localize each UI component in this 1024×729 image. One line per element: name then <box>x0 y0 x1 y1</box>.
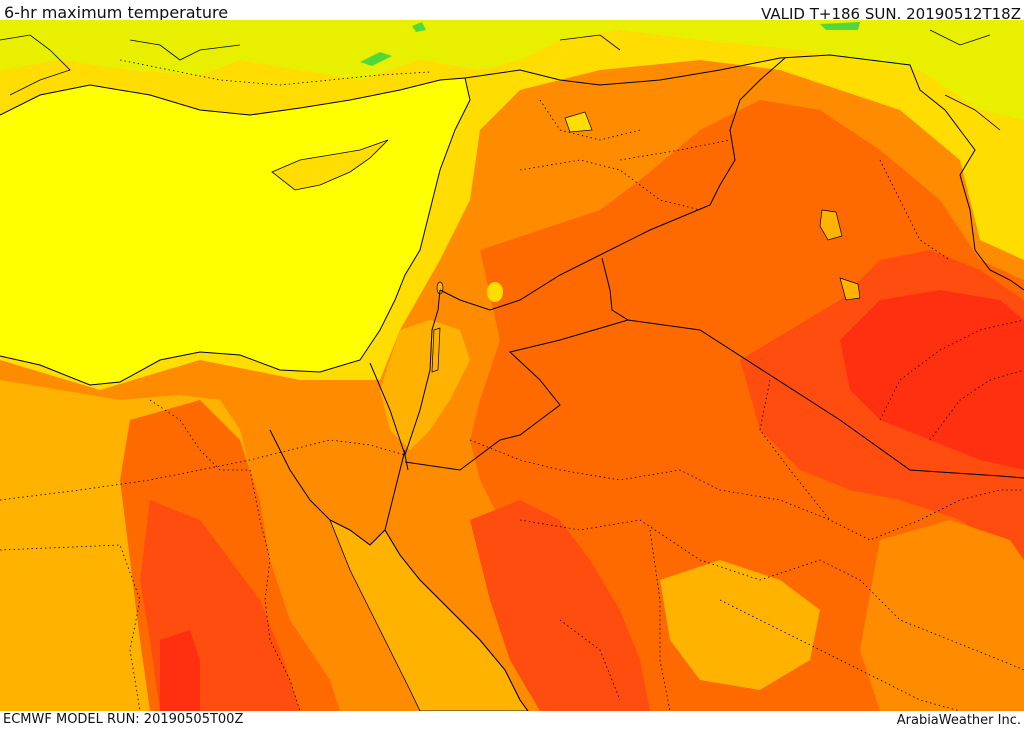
coastline <box>0 77 471 386</box>
hot-spot <box>487 282 503 302</box>
cool-spot <box>360 52 392 66</box>
north-light-band <box>0 20 1024 120</box>
lake <box>839 277 861 301</box>
credit-label: ArabiaWeather Inc. <box>896 713 1021 728</box>
province-border <box>0 59 1024 711</box>
cool-spot <box>412 22 426 32</box>
country-border <box>404 319 629 471</box>
coastline <box>974 249 1024 291</box>
country-border <box>404 289 441 456</box>
coastline <box>269 429 529 711</box>
dead-sea <box>431 327 441 373</box>
country-border <box>439 57 786 311</box>
lake <box>819 209 843 241</box>
amber-region <box>380 320 470 450</box>
coastline <box>384 449 406 531</box>
country-border <box>369 362 409 471</box>
temperature-map <box>0 20 1024 711</box>
lake <box>564 111 593 133</box>
cyprus-island <box>271 139 389 191</box>
coastline <box>0 29 1001 131</box>
amber-patch <box>660 560 820 690</box>
hottest-core <box>840 290 1024 470</box>
header-bar <box>0 0 1024 20</box>
country-border <box>601 257 1024 479</box>
model-run-label: ECMWF MODEL RUN: 20190505T00Z <box>3 712 244 727</box>
amber-patch <box>860 520 1024 711</box>
cool-spot <box>820 22 860 30</box>
coastline <box>0 77 466 116</box>
footer-bar <box>0 711 1024 729</box>
country-border <box>464 54 976 251</box>
map-title: 6-hr maximum temperature <box>4 3 229 22</box>
valid-time: VALID T+186 SUN. 20190512T18Z <box>761 5 1021 23</box>
hottest-core <box>160 630 200 711</box>
hot-core <box>470 500 650 711</box>
